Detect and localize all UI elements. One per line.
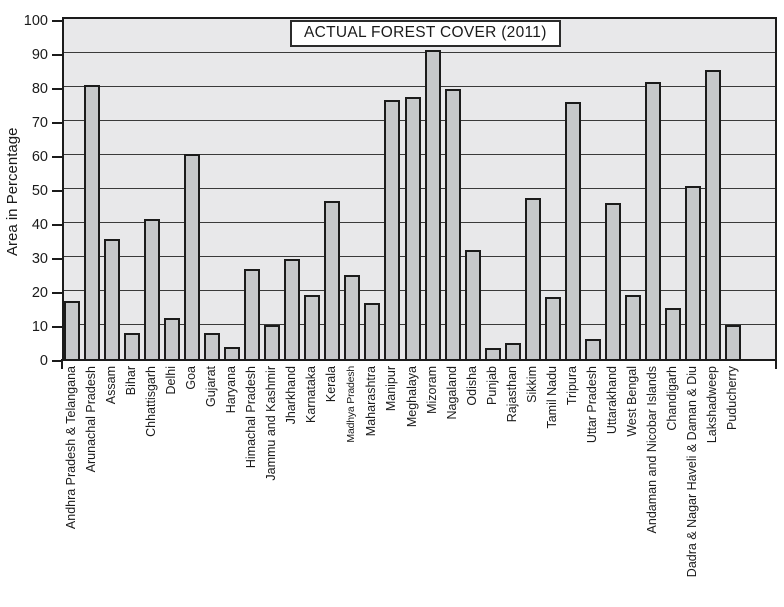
bar-odisha: [465, 250, 481, 359]
bar-lakshadweep: [705, 70, 721, 359]
x-label-lakshadweep: Lakshadweep: [705, 366, 719, 444]
bar-karnataka: [304, 295, 320, 359]
x-label-punjab: Punjab: [485, 366, 499, 405]
x-label-madhya-pradesh: Madhya Pradesh: [345, 366, 357, 443]
x-label-tripura: Tripura: [565, 366, 579, 406]
plot-area: ACTUAL FOREST COVER (2011): [62, 17, 777, 361]
bar-assam: [104, 239, 120, 359]
bar-west-bengal: [625, 295, 641, 359]
x-label-odisha: Odisha: [465, 366, 479, 406]
x-label-jammu-and-kashmir: Jammu and Kashmir: [264, 366, 278, 481]
y-tick-mark-60: [52, 156, 62, 158]
x-label-meghalaya: Meghalaya: [405, 366, 419, 428]
bar-jharkhand: [284, 259, 300, 359]
x-label-uttar-pradesh: Uttar Pradesh: [585, 366, 599, 444]
bar-jammu-and-kashmir: [264, 325, 280, 359]
y-tick-label-50: 50: [31, 183, 48, 199]
x-label-himachal-pradesh: Himachal Pradesh: [244, 366, 258, 469]
bar-nagaland: [445, 89, 461, 359]
x-label-gujarat: Gujarat: [204, 366, 218, 407]
x-label-maharashtra: Maharashtra: [364, 366, 378, 437]
x-label-jharkhand: Jharkhand: [284, 366, 298, 425]
bar-uttar-pradesh: [585, 339, 601, 359]
x-label-chhattisgarh: Chhattisgarh: [144, 366, 158, 437]
bar-andhra-pradesh-telangana: [64, 301, 80, 359]
bar-manipur: [384, 100, 400, 359]
bar-punjab: [485, 348, 501, 359]
bar-arunachal-pradesh: [84, 85, 100, 359]
x-label-manipur: Manipur: [384, 366, 398, 412]
x-label-puducherry: Puducherry: [725, 366, 739, 430]
bar-haryana: [224, 347, 240, 359]
bar-bihar: [124, 333, 140, 359]
x-label-tamil-nadu: Tamil Nadu: [545, 366, 559, 429]
x-label-arunachal-pradesh: Arunachal Pradesh: [84, 366, 98, 473]
bar-mizoram: [425, 50, 441, 359]
y-tick-label-90: 90: [31, 47, 48, 63]
x-label-uttarakhand: Uttarakhand: [605, 366, 619, 435]
y-tick-mark-100: [52, 20, 62, 22]
y-tick-label-60: 60: [31, 149, 48, 165]
y-tick-label-30: 30: [31, 251, 48, 267]
bar-himachal-pradesh: [244, 269, 260, 359]
y-tick-mark-80: [52, 88, 62, 90]
bar-puducherry: [725, 325, 741, 359]
y-tick-label-20: 20: [31, 285, 48, 301]
y-tick-label-40: 40: [31, 217, 48, 233]
gridline-90: [64, 52, 775, 53]
bar-delhi: [164, 318, 180, 359]
bar-chandigarh: [665, 308, 681, 359]
bar-meghalaya: [405, 97, 421, 359]
y-tick-label-80: 80: [31, 81, 48, 97]
x-label-sikkim: Sikkim: [525, 366, 539, 403]
y-tick-label-100: 100: [23, 13, 48, 29]
bar-tripura: [565, 102, 581, 359]
bar-tamil-nadu: [545, 297, 561, 359]
bar-madhya-pradesh: [344, 275, 360, 359]
y-tick-mark-50: [52, 190, 62, 192]
x-label-assam: Assam: [104, 366, 118, 405]
bar-chhattisgarh: [144, 219, 160, 359]
x-label-chandigarh: Chandigarh: [665, 366, 679, 431]
y-tick-mark-70: [52, 122, 62, 124]
bar-maharashtra: [364, 303, 380, 359]
y-tick-mark-20: [52, 292, 62, 294]
x-label-rajasthan: Rajasthan: [505, 366, 519, 423]
y-tick-label-0: 0: [39, 353, 48, 369]
bar-dadra-nagar-haveli-daman-diu: [685, 186, 701, 359]
y-tick-mark-30: [52, 258, 62, 260]
gridline-80: [64, 86, 775, 87]
x-label-bihar: Bihar: [124, 366, 138, 396]
bar-uttarakhand: [605, 203, 621, 359]
bar-rajasthan: [505, 343, 521, 359]
bar-goa: [184, 154, 200, 359]
x-label-karnataka: Karnataka: [304, 366, 318, 423]
x-label-andaman-and-nicobar-islands: Andaman and Nicobar Islands: [645, 366, 659, 534]
x-label-mizoram: Mizoram: [425, 366, 439, 414]
bar-andaman-and-nicobar-islands: [645, 82, 661, 359]
x-label-delhi: Delhi: [164, 366, 178, 395]
x-label-kerala: Kerala: [324, 366, 338, 403]
y-tick-mark-40: [52, 224, 62, 226]
y-tick-mark-10: [52, 326, 62, 328]
x-label-nagaland: Nagaland: [445, 366, 459, 420]
x-label-dadra-nagar-haveli-daman-diu: Dadra & Nagar Haveli & Daman & Diu: [685, 366, 699, 578]
x-label-goa: Goa: [184, 366, 198, 390]
bar-sikkim: [525, 198, 541, 359]
x-label-haryana: Haryana: [224, 366, 238, 414]
bar-kerala: [324, 201, 340, 359]
y-tick-mark-0: [52, 360, 62, 362]
y-tick-label-10: 10: [31, 319, 48, 335]
y-tick-label-70: 70: [31, 115, 48, 131]
y-tick-mark-90: [52, 54, 62, 56]
x-axis-left-end-tick: [61, 359, 63, 369]
bar-gujarat: [204, 333, 220, 359]
x-label-west-bengal: West Bengal: [625, 366, 639, 437]
chart-title: ACTUAL FOREST COVER (2011): [290, 20, 561, 47]
x-label-andhra-pradesh-telangana: Andhra Pradesh & Telangana: [64, 366, 78, 530]
x-axis-right-end-tick: [775, 359, 777, 369]
